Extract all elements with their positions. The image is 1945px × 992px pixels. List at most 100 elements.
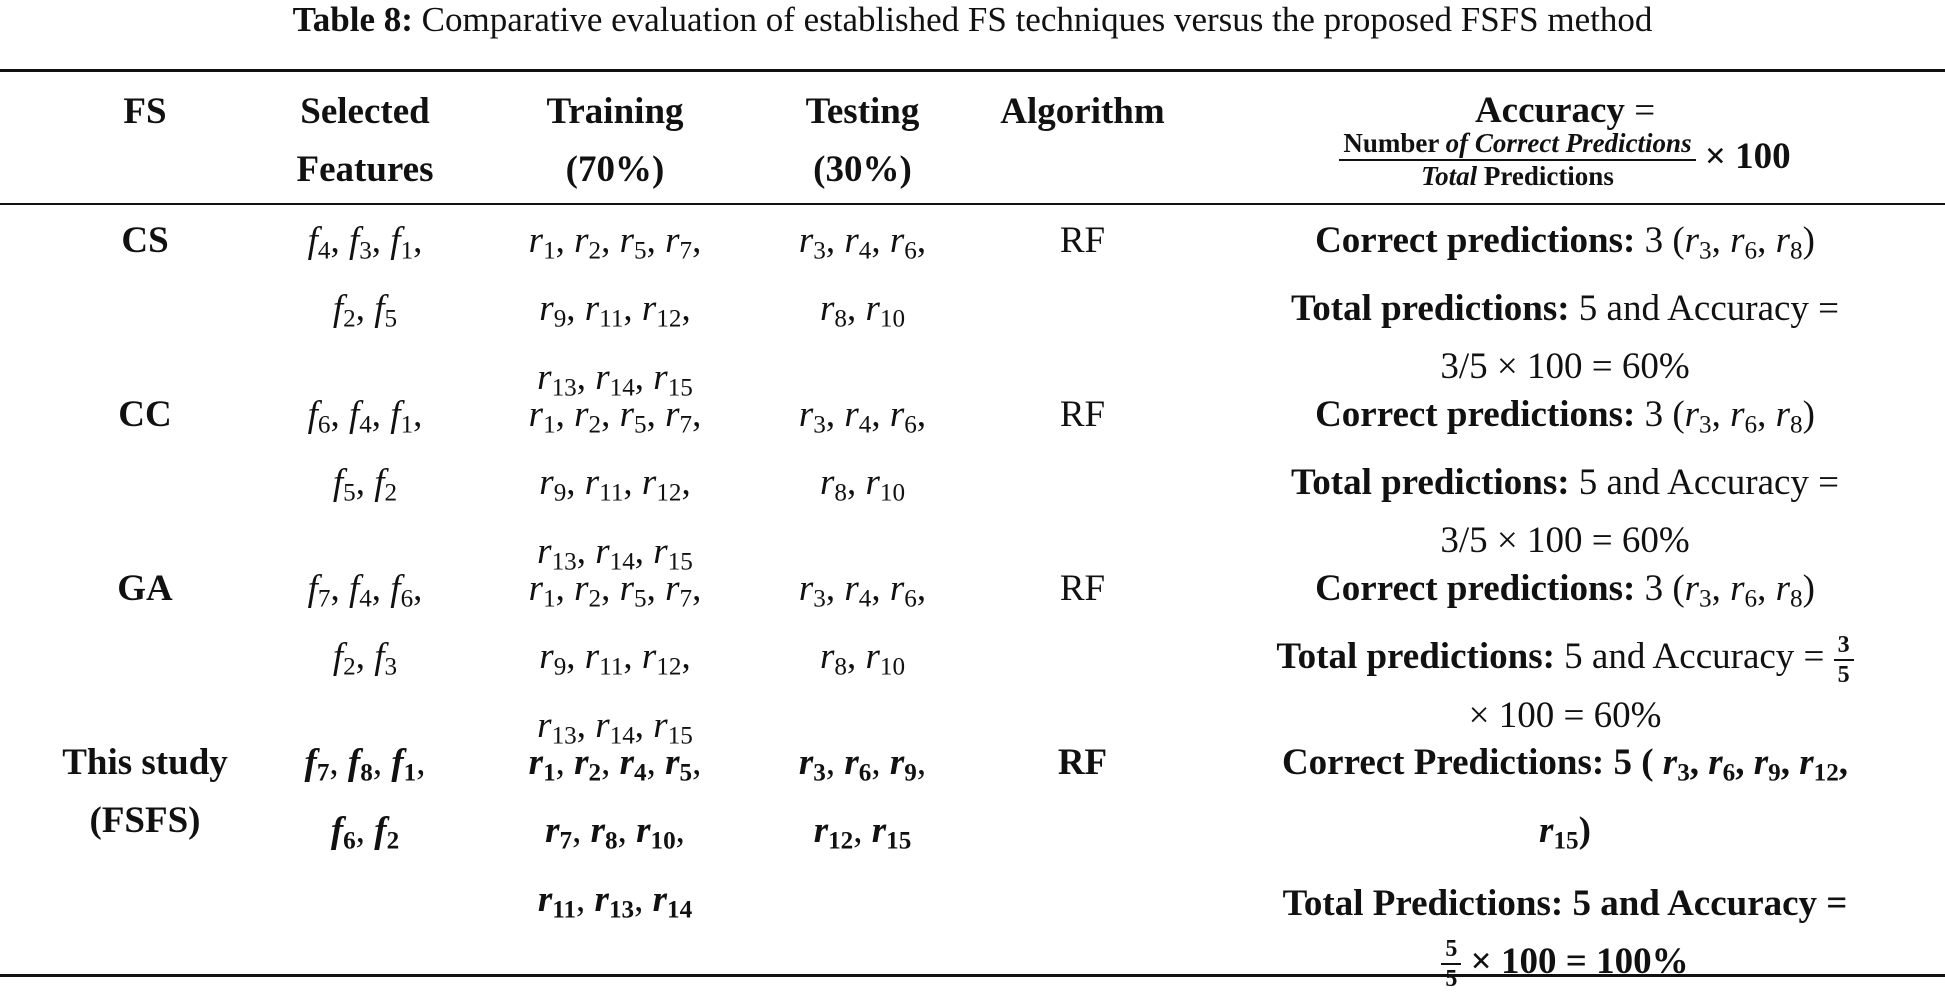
training-line3: r13, r14, r15 xyxy=(537,356,693,401)
variable-r-7: r7 xyxy=(665,220,693,265)
variable-r-9: r9 xyxy=(539,636,567,681)
total-predictions-value: 5 and Accuracy = xyxy=(1569,462,1840,504)
row-2-testing: r3, r4, r6, r8, r10 xyxy=(745,560,980,697)
header-training: Training (70%) xyxy=(485,83,745,199)
variable-r-2: r2 xyxy=(574,220,602,265)
row-2-selected-features: f7, f4, f6, f2, f3 xyxy=(250,560,480,697)
training-line2: r9, r11, r12, xyxy=(539,462,691,507)
variable-f-2: f2 xyxy=(332,288,356,333)
accuracy-line1: Correct predictions: 3 (r3, r6, r8) xyxy=(1315,394,1815,439)
row-3-training: r1, r2, r4, r5, r7, r8, r10, r11, r13, r… xyxy=(485,734,745,939)
variable-r-14: r14 xyxy=(595,530,635,575)
variable-r-3: r3 xyxy=(1662,742,1690,787)
variable-r-14: r14 xyxy=(595,356,635,401)
table-caption: Table 8: Comparative evaluation of estab… xyxy=(0,0,1945,44)
fraction-numerator: 5 xyxy=(1441,937,1462,966)
variable-r-7: r7 xyxy=(665,394,693,439)
variable-r-13: r13 xyxy=(594,878,635,923)
testing-line2: r8, r10 xyxy=(819,288,906,333)
variable-r-12: r12 xyxy=(1799,742,1839,787)
algorithm-name: RF xyxy=(1059,394,1106,435)
variable-r-9: r9 xyxy=(539,288,567,333)
algorithm-name: RF xyxy=(1059,220,1106,261)
variable-f-2: f2 xyxy=(374,462,398,507)
accuracy-result: 3/5 × 100 = 60% xyxy=(1440,520,1690,562)
testing-line1: r3, r6, r9, xyxy=(798,742,927,787)
row-2-fs: GA xyxy=(0,560,290,618)
bottom-rule xyxy=(0,974,1945,977)
row-2-accuracy: Correct predictions: 3 (r3, r6, r8) Total… xyxy=(1195,560,1935,745)
variable-r-8: r8 xyxy=(819,288,847,333)
variable-r-6: r6 xyxy=(1730,220,1758,265)
variable-r-10: r10 xyxy=(865,462,906,507)
correct-predictions-value: 3 ( xyxy=(1635,394,1685,435)
fs-name: CS xyxy=(121,220,169,261)
variable-r-10: r10 xyxy=(636,810,676,855)
variable-r-11: r11 xyxy=(584,462,624,507)
variable-r-12: r12 xyxy=(813,810,854,855)
total-predictions-value: 5 and Accuracy = xyxy=(1569,288,1840,330)
variable-r-15: r15 xyxy=(1539,810,1579,855)
header-selected-line2: Features xyxy=(296,149,434,190)
variable-r-1: r1 xyxy=(528,742,556,787)
row-0-selected-features: f4, f3, f1, f2, f5 xyxy=(250,212,480,349)
variable-f-1: f1 xyxy=(391,742,417,787)
row-1-algorithm: RF xyxy=(975,386,1190,444)
accuracy-line1: Correct Predictions: 5 ( r3, r6, r9, r12… xyxy=(1281,742,1849,787)
row-3-selected-features: f7, f8, f1, f6, f2 xyxy=(250,734,480,871)
variable-r-15: r15 xyxy=(871,810,912,855)
variable-r-2: r2 xyxy=(574,394,602,439)
caption-label: Table 8: xyxy=(292,0,413,39)
features-line1: f6, f4, f1, xyxy=(307,394,423,439)
variable-r-3: r3 xyxy=(798,394,826,439)
header-selected-features: Selected Features xyxy=(250,83,480,199)
accuracy-line3: × 100 = 60% xyxy=(1195,687,1935,745)
variable-r-5: r5 xyxy=(619,394,647,439)
header-testing-line2: (30%) xyxy=(813,149,912,190)
header-training-line1: Training xyxy=(546,91,684,132)
variable-r-6: r6 xyxy=(1730,568,1758,613)
fraction-denominator: 5 xyxy=(1837,661,1850,688)
row-3-fs: This study (FSFS) xyxy=(0,734,290,850)
top-rule xyxy=(0,69,1945,72)
features-line2: f5, f2 xyxy=(332,462,398,507)
variable-r-10: r10 xyxy=(865,636,906,681)
variable-r-7: r7 xyxy=(665,568,693,613)
fs-name-line1: This study xyxy=(62,742,228,783)
accuracy-line1: Correct predictions: 3 (r3, r6, r8) xyxy=(1315,568,1815,613)
accuracy-line2: Total predictions: 5 and Accuracy = xyxy=(1195,280,1935,338)
total-predictions-label: Total predictions: xyxy=(1290,462,1570,504)
variable-f-7: f7 xyxy=(307,568,331,613)
variable-r-1: r1 xyxy=(528,394,556,439)
header-times-100: × 100 xyxy=(1704,136,1791,177)
variable-r-12: r12 xyxy=(641,462,682,507)
training-line1: r1, r2, r5, r7, xyxy=(528,394,702,439)
variable-f-5: f5 xyxy=(332,462,356,507)
header-accuracy-formula: Number of Correct Predictions Total Pred… xyxy=(1195,129,1935,190)
variable-r-2: r2 xyxy=(574,568,602,613)
features-line2: f2, f3 xyxy=(332,636,398,681)
total-predictions-label: Total predictions: xyxy=(1276,636,1555,678)
variable-r-7: r7 xyxy=(545,810,573,855)
total-predictions-value: 5 and Accuracy = xyxy=(1554,636,1834,678)
accuracy-result: × 100 = 100% xyxy=(1470,940,1689,982)
variable-r-6: r6 xyxy=(889,220,917,265)
variable-f-6: f6 xyxy=(307,394,331,439)
accuracy-line1b: r15) xyxy=(1539,810,1591,855)
variable-r-8: r8 xyxy=(819,636,847,681)
row-0-testing: r3, r4, r6, r8, r10 xyxy=(745,212,980,349)
total-predictions-label: Total predictions: xyxy=(1290,288,1570,330)
variable-r-13: r13 xyxy=(537,530,577,575)
row-0-algorithm: RF xyxy=(975,212,1190,270)
variable-r-4: r4 xyxy=(844,220,872,265)
testing-line1: r3, r4, r6, xyxy=(798,394,927,439)
variable-f-3: f3 xyxy=(374,636,398,681)
row-1-training: r1, r2, r5, r7, r9, r11, r12, r13, r14, … xyxy=(485,386,745,591)
fs-line2: (FSFS) xyxy=(0,792,290,850)
row-0-training: r1, r2, r5, r7, r9, r11, r12, r13, r14, … xyxy=(485,212,745,417)
variable-r-11: r11 xyxy=(584,288,624,333)
fraction-numerator: 3 xyxy=(1833,633,1854,661)
